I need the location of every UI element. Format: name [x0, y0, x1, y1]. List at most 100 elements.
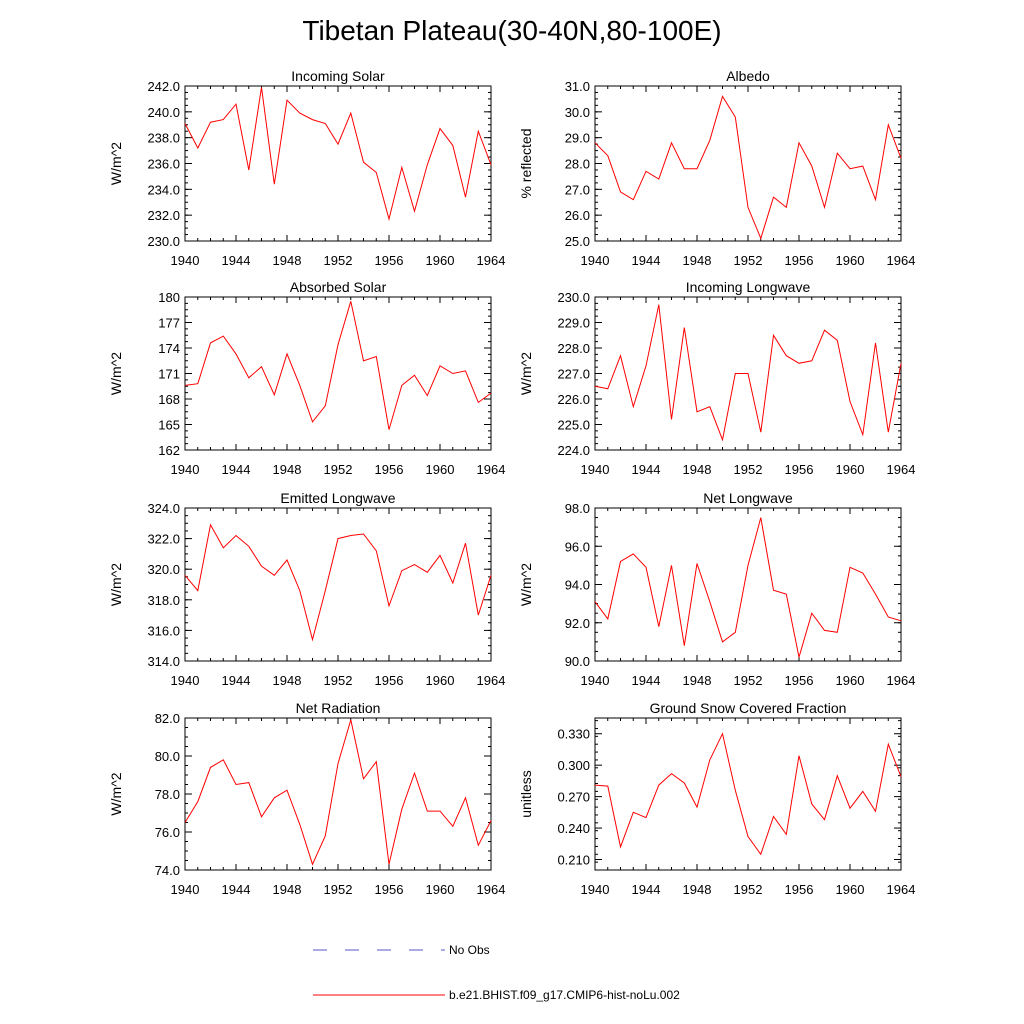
y-tick-label: 98.0: [565, 501, 590, 516]
x-tick-label: 1964: [477, 673, 506, 688]
y-tick-label: 28.0: [565, 157, 590, 172]
y-tick-label: 0.270: [557, 790, 590, 805]
series-line-ground-snow-covered-fraction: [594, 732, 902, 856]
x-tick-label: 1956: [785, 253, 814, 268]
y-tick-label: 168: [158, 392, 180, 407]
panel-ground-snow-covered-fraction: Ground Snow Covered Fraction 1940 1944 1948…: [518, 700, 915, 897]
y-tick-label: 232.0: [147, 208, 180, 223]
x-tick-label: 1960: [836, 462, 865, 477]
y-tick-label: 90.0: [565, 654, 590, 669]
x-tick-label: 1940: [581, 882, 610, 897]
x-tick-label: 1952: [734, 253, 763, 268]
plot-frame-net-longwave: [594, 507, 902, 662]
x-tick-label: 1940: [171, 882, 200, 897]
y-tick-label: 31.0: [565, 79, 590, 94]
x-tick-label: 1944: [632, 882, 661, 897]
series-line-incoming-longwave: [594, 304, 902, 442]
legend-item-b-e21-bhist-f09-g17-cmip6-hist-nolu-002: b.e21.BHIST.f09_g17.CMIP6-hist-noLu.002: [313, 988, 680, 1002]
x-tick-label: 1952: [734, 673, 763, 688]
series-line-emitted-longwave: [184, 523, 492, 642]
x-tick-label: 1964: [477, 882, 506, 897]
x-tick-label: 1964: [887, 673, 916, 688]
x-tick-label: 1940: [581, 253, 610, 268]
x-tick-label: 1944: [632, 253, 661, 268]
y-tick-label: 0.300: [557, 758, 590, 773]
y-tick-label: 229.0: [557, 316, 590, 331]
y-tick-label: 0.210: [557, 853, 590, 868]
y-axis-label-emitted-longwave: W/m^2: [108, 563, 124, 606]
y-tick-label: 92.0: [565, 616, 590, 631]
x-tick-label: 1956: [785, 673, 814, 688]
x-tick-label: 1944: [222, 673, 251, 688]
y-tick-label: 324.0: [147, 501, 180, 516]
y-tick-label: 171: [158, 367, 180, 382]
y-tick-label: 94.0: [565, 578, 590, 593]
legend: No Obs b.e21.BHIST.f09_g17.CMIP6-hist-noL…: [313, 943, 680, 1002]
x-tick-label: 1964: [887, 882, 916, 897]
x-tick-label: 1944: [632, 462, 661, 477]
x-tick-label: 1952: [734, 462, 763, 477]
y-axis-label-ground-snow-covered-fraction: unitless: [518, 770, 534, 817]
y-tick-label: 80.0: [155, 749, 180, 764]
y-tick-label: 320.0: [147, 562, 180, 577]
panel-title-incoming-solar: Incoming Solar: [291, 68, 385, 84]
x-tick-label: 1944: [222, 882, 251, 897]
x-tick-label: 1956: [375, 882, 404, 897]
legend-label: b.e21.BHIST.f09_g17.CMIP6-hist-noLu.002: [449, 988, 680, 1002]
x-tick-label: 1956: [785, 462, 814, 477]
x-tick-label: 1960: [426, 253, 455, 268]
y-tick-label: 238.0: [147, 131, 180, 146]
x-tick-label: 1944: [632, 673, 661, 688]
panel-title-net-longwave: Net Longwave: [703, 490, 793, 506]
x-tick-label: 1940: [171, 462, 200, 477]
y-tick-label: 29.0: [565, 131, 590, 146]
y-tick-label: 228.0: [557, 341, 590, 356]
x-tick-label: 1948: [273, 882, 302, 897]
series-line-net-longwave: [594, 517, 902, 658]
y-axis-label-incoming-longwave: W/m^2: [518, 352, 534, 395]
y-tick-label: 224.0: [557, 443, 590, 458]
panel-title-absorbed-solar: Absorbed Solar: [290, 279, 387, 295]
panel-net-longwave: Net Longwave 1940 1944 1948 1952 1956 1960 1964…: [518, 490, 915, 688]
y-tick-label: 96.0: [565, 539, 590, 554]
y-tick-label: 162: [158, 443, 180, 458]
x-tick-label: 1964: [477, 462, 506, 477]
panel-incoming-longwave: Incoming Longwave 1940 1944 1948 1952 1956 196…: [518, 279, 915, 477]
y-tick-label: 236.0: [147, 157, 180, 172]
x-tick-label: 1944: [222, 253, 251, 268]
panel-title-emitted-longwave: Emitted Longwave: [280, 490, 395, 506]
x-tick-label: 1940: [581, 462, 610, 477]
x-tick-label: 1956: [375, 253, 404, 268]
y-tick-label: 316.0: [147, 623, 180, 638]
series-line-net-radiation: [184, 719, 492, 866]
x-tick-label: 1948: [683, 882, 712, 897]
x-tick-label: 1948: [273, 462, 302, 477]
y-tick-label: 240.0: [147, 105, 180, 120]
x-tick-label: 1960: [426, 462, 455, 477]
x-tick-label: 1948: [273, 673, 302, 688]
y-tick-label: 226.0: [557, 392, 590, 407]
y-tick-label: 322.0: [147, 532, 180, 547]
series-line-albedo: [594, 95, 902, 240]
y-tick-label: 27.0: [565, 182, 590, 197]
y-tick-label: 225.0: [557, 418, 590, 433]
x-tick-label: 1964: [887, 253, 916, 268]
x-tick-label: 1940: [171, 253, 200, 268]
panel-albedo: Albedo 1940 1944 1948 1952 1956 1960 1964 25.0 26…: [518, 68, 915, 268]
x-tick-label: 1964: [887, 462, 916, 477]
legend-label: No Obs: [449, 943, 490, 957]
x-tick-label: 1964: [477, 253, 506, 268]
y-tick-label: 314.0: [147, 654, 180, 669]
x-tick-label: 1944: [222, 462, 251, 477]
x-tick-label: 1948: [683, 253, 712, 268]
x-tick-label: 1952: [324, 882, 353, 897]
x-tick-label: 1952: [734, 882, 763, 897]
panel-title-incoming-longwave: Incoming Longwave: [686, 279, 811, 295]
figure-title: Tibetan Plateau(30-40N,80-100E): [302, 15, 721, 46]
panel-net-radiation: Net Radiation 1940 1944 1948 1952 1956 1960 196…: [108, 700, 505, 897]
y-tick-label: 0.240: [557, 821, 590, 836]
panel-title-net-radiation: Net Radiation: [296, 700, 381, 716]
y-tick-label: 234.0: [147, 182, 180, 197]
x-tick-label: 1948: [273, 253, 302, 268]
